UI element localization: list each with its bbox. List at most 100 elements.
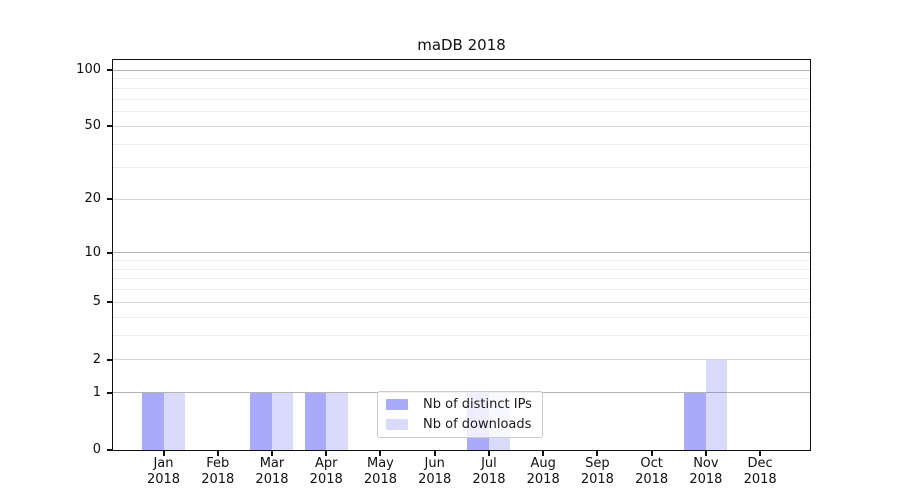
gridline-minor [113, 87, 810, 89]
x-tick-label-year: 2018 [363, 472, 397, 487]
x-tick-label-month: Jul [481, 456, 497, 471]
y-tick-mark [107, 301, 112, 304]
legend-label-distinct-ips: Nb of distinct IPs [423, 397, 532, 412]
x-tick-label: Sep 2018 [565, 456, 629, 488]
x-tick-mark [216, 451, 219, 456]
gridline-major [113, 301, 810, 303]
x-tick-label-year: 2018 [418, 472, 452, 487]
x-tick-label: Nov 2018 [674, 456, 738, 488]
x-tick-label: Oct 2018 [620, 456, 684, 488]
gridline-minor [113, 289, 810, 291]
x-tick-label: Feb 2018 [186, 456, 250, 488]
gridline-minor [113, 143, 810, 145]
y-tick-label: 1 [92, 384, 101, 400]
gridline-minor [113, 78, 810, 80]
x-tick-label-year: 2018 [472, 472, 506, 487]
x-tick-label-month: Jan [153, 456, 174, 471]
y-tick-mark [107, 358, 112, 361]
x-tick-label: Mar 2018 [240, 456, 304, 488]
bar-downloads [326, 392, 348, 450]
legend-item-distinct-ips: Nb of distinct IPs [386, 396, 534, 413]
x-tick-label: Apr 2018 [294, 456, 358, 488]
legend-label-downloads: Nb of downloads [423, 417, 532, 432]
y-tick-mark [107, 251, 112, 254]
x-tick-label-year: 2018 [146, 472, 181, 487]
gridline-minor [113, 278, 810, 280]
x-tick-mark [162, 451, 165, 456]
legend: Nb of distinct IPs Nb of downloads [377, 391, 543, 438]
bar-distinct-ips [250, 392, 272, 450]
legend-swatch-downloads [386, 419, 408, 430]
y-tick-mark [107, 449, 112, 451]
y-tick-mark [107, 391, 112, 394]
y-tick-label: 10 [84, 244, 101, 260]
x-tick-mark [704, 451, 707, 456]
y-tick-label: 2 [92, 351, 101, 367]
y-tick-label: 0 [92, 442, 101, 457]
x-tick-label-month: Aug [530, 456, 556, 471]
x-tick-label-month: Oct [640, 456, 663, 471]
gridline-major [113, 252, 810, 254]
x-tick-label-year: 2018 [309, 472, 343, 487]
x-tick-label-month: Nov [693, 456, 719, 471]
x-tick-mark [542, 451, 545, 456]
x-tick-label-year: 2018 [580, 472, 614, 487]
y-tick-label: 100 [76, 62, 101, 77]
legend-swatch-distinct-ips [386, 399, 408, 410]
x-tick-mark [487, 451, 490, 456]
x-tick-mark [433, 451, 436, 456]
gridline-major [113, 359, 810, 361]
bar-distinct-ips [304, 392, 327, 450]
y-tick-mark [107, 69, 112, 71]
x-tick-label-year: 2018 [635, 472, 669, 487]
gridline-minor [113, 166, 810, 168]
y-tick-label: 20 [84, 191, 101, 207]
gridline-minor [113, 268, 810, 270]
gridline-minor [113, 98, 810, 100]
x-tick-label-year: 2018 [689, 472, 723, 487]
x-tick-label-year: 2018 [526, 472, 560, 487]
plot-area: Nb of distinct IPs Nb of downloads [112, 59, 811, 451]
x-tick-label-year: 2018 [201, 472, 235, 487]
chart-title: maDB 2018 [417, 36, 506, 54]
x-tick-mark [650, 451, 653, 456]
x-tick-label-year: 2018 [255, 472, 289, 487]
x-tick-label: Aug 2018 [511, 456, 575, 488]
legend-item-downloads: Nb of downloads [386, 416, 534, 433]
x-tick-label: May 2018 [348, 456, 412, 488]
x-tick-mark [325, 451, 328, 456]
x-tick-mark [379, 451, 382, 456]
gridline-major [113, 125, 810, 127]
x-tick-label-month: Mar [259, 456, 285, 471]
gridline-minor [113, 316, 810, 318]
x-tick-label-month: Apr [314, 456, 338, 471]
gridline-major [113, 69, 810, 71]
gridline-major [113, 198, 810, 200]
bar-downloads [163, 392, 185, 450]
x-tick-label: Jan 2018 [132, 456, 196, 488]
x-tick-label-month: Feb [206, 456, 230, 471]
x-tick-label-month: Dec [747, 456, 773, 471]
x-tick-mark [596, 451, 599, 456]
bar-downloads [705, 359, 728, 450]
y-tick-mark [107, 198, 112, 201]
x-tick-label: Dec 2018 [728, 456, 792, 488]
y-tick-label: 5 [92, 294, 101, 310]
x-tick-mark [759, 451, 762, 456]
x-tick-label: Jul 2018 [457, 456, 521, 488]
bar-distinct-ips [684, 392, 706, 450]
y-tick-mark [107, 125, 112, 128]
x-tick-mark [270, 451, 273, 456]
x-tick-label-year: 2018 [743, 472, 777, 487]
gridline-minor [113, 111, 810, 113]
bar-downloads [271, 392, 294, 450]
bar-distinct-ips [142, 392, 164, 450]
y-tick-label: 50 [84, 118, 101, 134]
x-tick-label-month: Sep [585, 456, 610, 471]
x-tick-label: Jun 2018 [403, 456, 467, 488]
gridline-minor [113, 259, 810, 261]
x-tick-label-month: Jun [424, 456, 445, 471]
x-tick-label-month: May [367, 456, 394, 471]
gridline-minor [113, 335, 810, 337]
